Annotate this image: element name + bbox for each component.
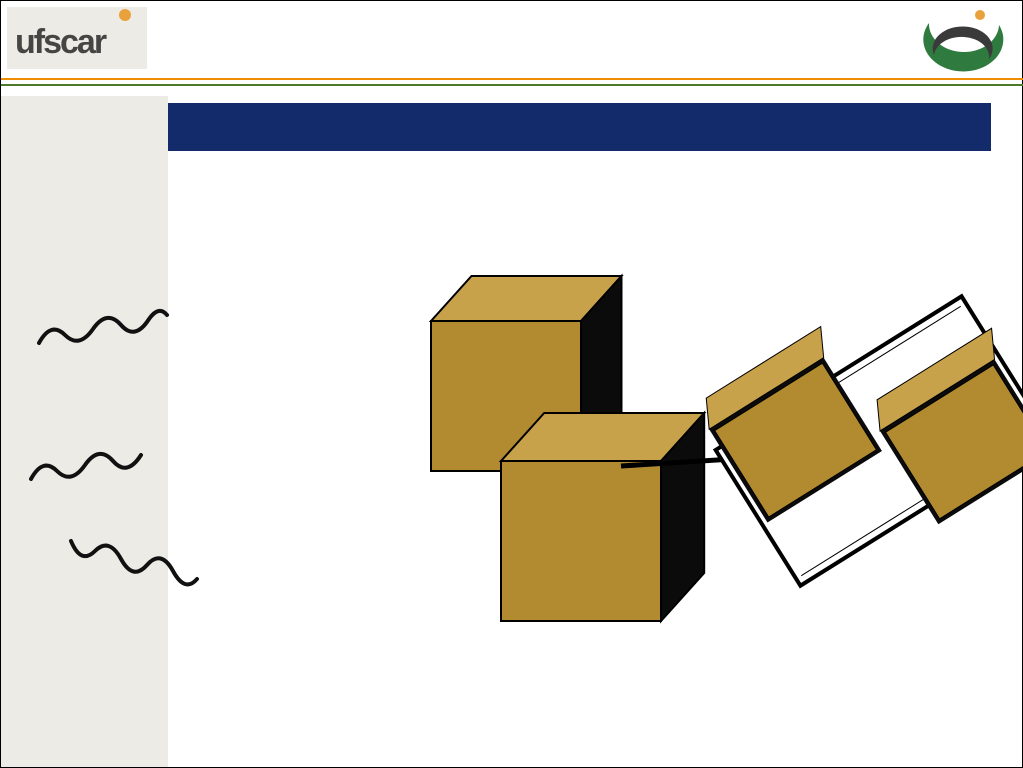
header-rules <box>1 1 1023 101</box>
title-bar <box>168 103 991 151</box>
logo-ufscar-svg: ufscar <box>7 7 147 69</box>
svg-text:ufscar: ufscar <box>15 23 107 61</box>
logo-swirl-svg <box>904 5 1014 75</box>
cubes-separate <box>431 276 704 621</box>
arrow <box>621 456 781 466</box>
logo-swirl <box>904 5 1014 75</box>
sidebar <box>1 96 168 767</box>
logo-ufscar: ufscar <box>7 7 147 69</box>
slide: ufscar <box>0 0 1023 768</box>
cubes-assembled <box>690 250 1023 603</box>
